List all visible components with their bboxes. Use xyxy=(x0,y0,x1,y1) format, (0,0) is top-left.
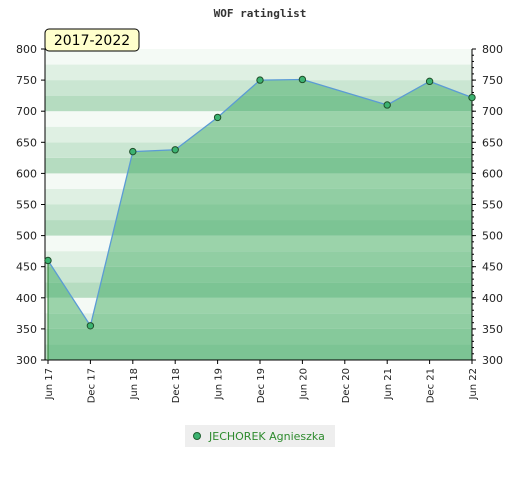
area-band xyxy=(48,328,472,345)
y-tick-label-left: 300 xyxy=(16,354,37,367)
y-axis-left: 300 350 400 450 500 550 600 650 700 750 800 xyxy=(16,43,45,367)
area-band xyxy=(48,173,472,189)
series-line xyxy=(44,75,476,360)
x-tick-label: Jun 19 xyxy=(214,368,225,401)
background-band xyxy=(45,64,472,81)
series-line xyxy=(47,78,473,328)
y-tick-label-right: 550 xyxy=(482,199,503,212)
area-band xyxy=(48,297,472,314)
area-band xyxy=(48,266,472,283)
y-tick-label-left: 350 xyxy=(16,323,37,336)
data-point xyxy=(468,93,476,102)
y-tick-label-right: 600 xyxy=(482,167,503,180)
x-tick-label: Dec 18 xyxy=(171,368,182,403)
area-band xyxy=(48,188,472,205)
y-tick-label-left: 800 xyxy=(16,43,37,56)
legend: JECHOREK Agnieszka xyxy=(185,425,335,447)
x-tick-label: Jun 22 xyxy=(468,368,479,401)
y-tick-label-right: 450 xyxy=(482,261,503,274)
area-band xyxy=(48,313,472,329)
x-tick-label: Dec 17 xyxy=(86,368,97,403)
data-point xyxy=(425,77,434,86)
y-axis-right: 300 350 400 450 500 550 600 650 700 750 800 xyxy=(472,43,503,367)
x-tick-label: Dec 21 xyxy=(426,368,437,403)
y-tick-label-left: 500 xyxy=(16,230,37,243)
data-point xyxy=(383,101,391,109)
y-tick-label-left: 400 xyxy=(16,292,37,305)
data-point xyxy=(44,256,52,265)
x-axis: Jun 17 Dec 17 Jun 18 Dec 18 Jun 19 Dec 19 Jun … xyxy=(44,360,479,403)
background-band xyxy=(45,49,472,65)
chart-title: WOF ratinglist xyxy=(214,7,307,20)
y-tick-label-left: 650 xyxy=(16,136,37,149)
area-band xyxy=(48,235,472,252)
data-point xyxy=(129,147,137,156)
x-tick-label: Dec 20 xyxy=(341,368,352,403)
x-tick-label: Jun 17 xyxy=(44,368,55,401)
data-point xyxy=(213,113,222,122)
legend-marker xyxy=(193,432,201,440)
period-badge: 2017-2022 xyxy=(44,28,140,52)
area-band xyxy=(48,282,472,298)
y-tick-label-right: 500 xyxy=(482,230,503,243)
y-tick-label-right: 350 xyxy=(482,323,503,336)
area-band xyxy=(48,157,472,174)
data-point xyxy=(86,322,95,330)
area-band xyxy=(48,251,472,267)
y-tick-label-right: 800 xyxy=(482,43,503,56)
y-tick-label-right: 300 xyxy=(482,354,503,367)
area-band xyxy=(48,220,472,236)
data-point xyxy=(298,75,307,84)
y-tick-label-right: 400 xyxy=(482,292,503,305)
data-point xyxy=(256,76,264,84)
area-band xyxy=(48,204,472,221)
legend-label: JECHOREK Agnieszka xyxy=(208,430,325,443)
y-tick-label-right: 700 xyxy=(482,105,503,118)
y-tick-label-left: 750 xyxy=(16,74,37,87)
y-tick-label-left: 550 xyxy=(16,199,37,212)
y-tick-label-left: 700 xyxy=(16,105,37,118)
x-tick-label: Dec 19 xyxy=(256,368,267,403)
y-tick-label-right: 650 xyxy=(482,136,503,149)
period-badge-label: 2017-2022 xyxy=(54,33,130,49)
y-tick-label-left: 600 xyxy=(16,167,37,180)
y-tick-label-right: 750 xyxy=(482,74,503,87)
area-band xyxy=(48,344,472,360)
x-tick-label: Jun 18 xyxy=(129,368,140,401)
data-point xyxy=(171,146,179,154)
x-tick-label: Jun 21 xyxy=(383,368,394,401)
x-tick-label: Jun 20 xyxy=(298,368,309,401)
y-tick-label-left: 450 xyxy=(16,261,37,274)
